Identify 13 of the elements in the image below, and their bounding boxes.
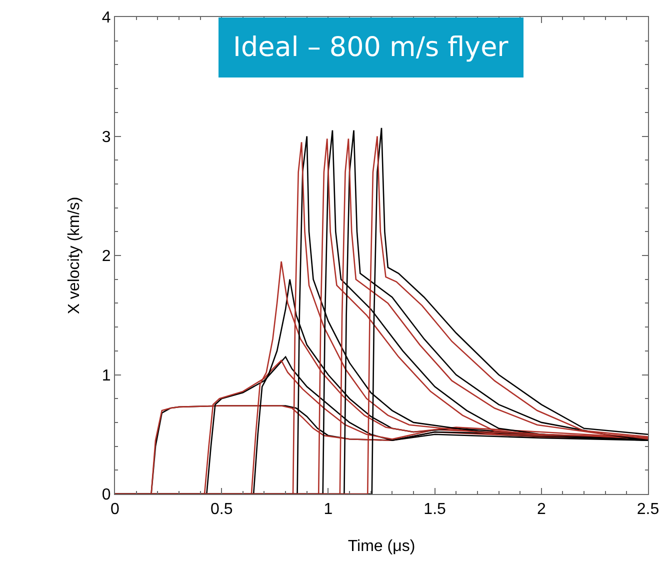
y-tick-label: 0 [102,486,111,504]
y-axis-title: X velocity (km/s) [66,196,83,314]
y-tick-label: 4 [102,10,111,27]
x-tick-label: 1 [324,501,333,518]
x-tick-label: 2.5 [636,501,660,518]
x-axis-title: Time (μs) [348,538,416,555]
y-tick-label: 1 [102,367,111,384]
text: Ideal – 800 m/s flyer [233,32,510,63]
x-tick-label: 0.5 [210,501,233,518]
x-tick-label: 2 [536,501,546,518]
y-tick-label: 3 [102,128,111,146]
x-tick-label: 1.5 [424,501,446,518]
y-tick-label: 2 [102,248,111,266]
